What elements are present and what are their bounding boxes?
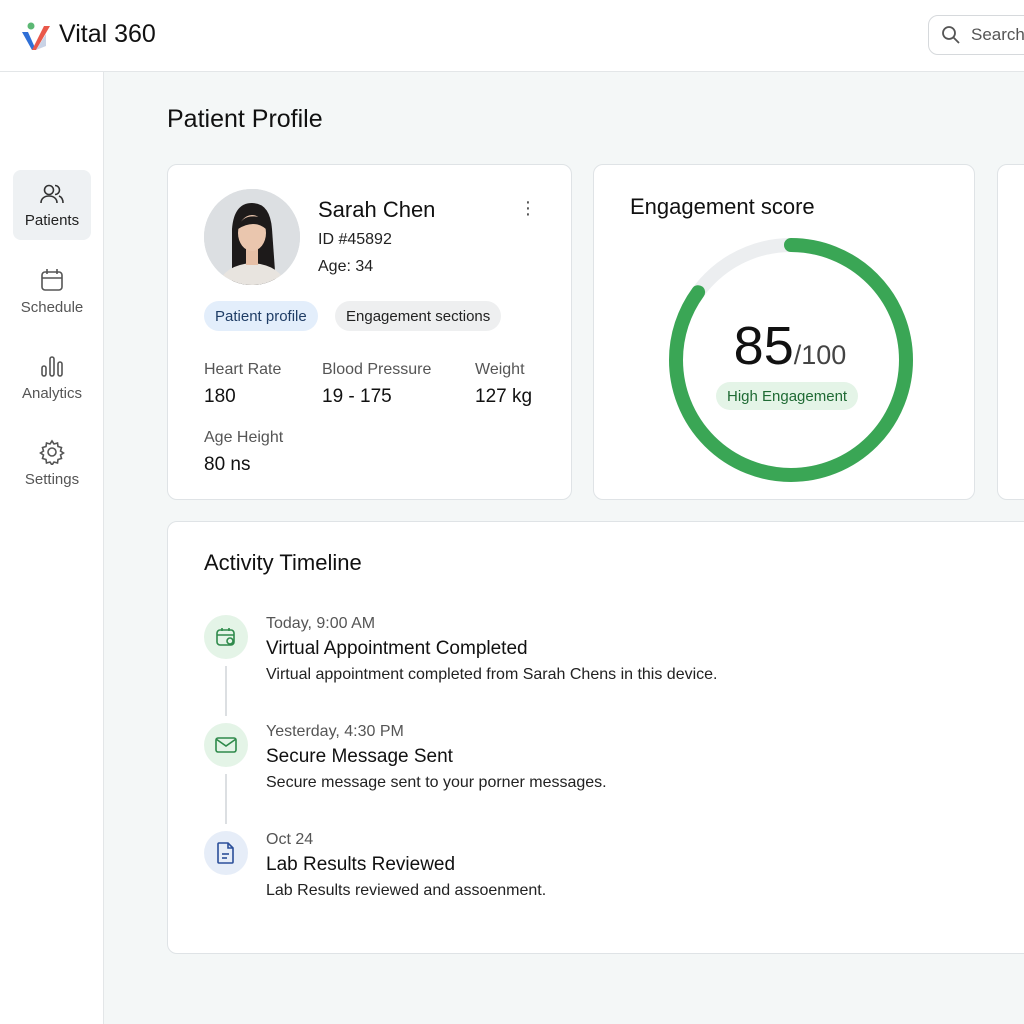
page-title: Patient Profile [167,105,323,133]
patient-name: Sarah Chen [318,197,436,222]
stat-value: 19 - 175 [322,386,392,407]
chip-patient-profile[interactable]: Patient profile [204,301,318,331]
avatar [204,189,300,285]
more-options-icon[interactable]: · · · [524,191,532,225]
sidebar-item-label: Analytics [21,384,83,402]
sidebar-item-schedule[interactable]: Schedule [13,256,91,326]
stat-label: Blood Pressure [322,361,432,378]
top-bar: Vital 360 Search [0,0,1024,72]
engagement-badge: High Engagement [716,382,859,410]
timeline-connector [225,666,227,716]
timeline-description: Virtual appointment completed from Sarah… [266,666,718,683]
calendar-check-icon [216,628,235,646]
score-readout: 85/100 [594,315,986,377]
stat-label: Heart Rate [204,361,282,378]
search-input[interactable]: Search [928,15,1024,55]
bar-chart-icon [41,355,63,377]
timeline-item-icon [204,615,248,659]
score-max: /100 [793,340,847,370]
sidebar-item-label: Settings [24,470,80,488]
activity-timeline-card: Activity Timeline Today, 9:00 AM Virtual… [167,521,1024,954]
logo-icon [22,22,50,50]
timeline-time: Oct 24 [266,831,314,848]
calendar-icon [41,268,63,291]
sidebar-item-label: Patients [24,211,80,229]
users-icon [40,184,64,203]
timeline-heading: Virtual Appointment Completed [266,638,528,659]
partial-card [997,164,1024,500]
gauge-fill [669,238,913,482]
timeline-description: Lab Results reviewed and assoenment. [266,882,547,899]
search-placeholder: Search [971,25,1024,44]
timeline-description: Secure message sent to your porner messa… [266,774,607,791]
mail-icon [215,737,237,753]
sidebar-item-analytics[interactable]: Analytics [13,342,91,412]
stat-label: Age Height [204,429,284,446]
engagement-title: Engagement score [630,194,815,219]
timeline-item-icon [204,831,248,875]
timeline-heading: Lab Results Reviewed [266,854,456,875]
app-name: Vital 360 [59,20,156,48]
sidebar-item-patients[interactable]: Patients [13,170,91,240]
chip-engagement-sections[interactable]: Engagement sections [335,301,502,331]
timeline-item-icon [204,723,248,767]
gear-icon [39,439,65,465]
stat-label: Weight [475,361,525,378]
stat-value: 180 [204,386,236,407]
timeline-time: Today, 9:00 AM [266,615,376,632]
timeline-title: Activity Timeline [204,550,362,575]
score-value: 85 [733,316,794,376]
search-icon [942,26,960,44]
sidebar: Patients Schedule Analytics Settings [0,72,104,1024]
patient-age: Age: 34 [318,258,374,275]
timeline-heading: Secure Message Sent [266,746,453,767]
engagement-gauge [669,238,913,482]
timeline-time: Yesterday, 4:30 PM [266,723,404,740]
engagement-card: Engagement score 85/100 High Engagement [593,164,975,500]
stat-value: 127 kg [475,386,533,407]
timeline-connector [225,774,227,824]
sidebar-item-label: Schedule [20,298,84,316]
document-icon [217,842,234,864]
sidebar-item-settings[interactable]: Settings [13,428,91,498]
patient-card: Sarah Chen ID #45892 Age: 34 · · · Patient… [167,164,572,500]
patient-id: ID #45892 [318,231,392,248]
stat-value: 80 ns [204,454,251,475]
